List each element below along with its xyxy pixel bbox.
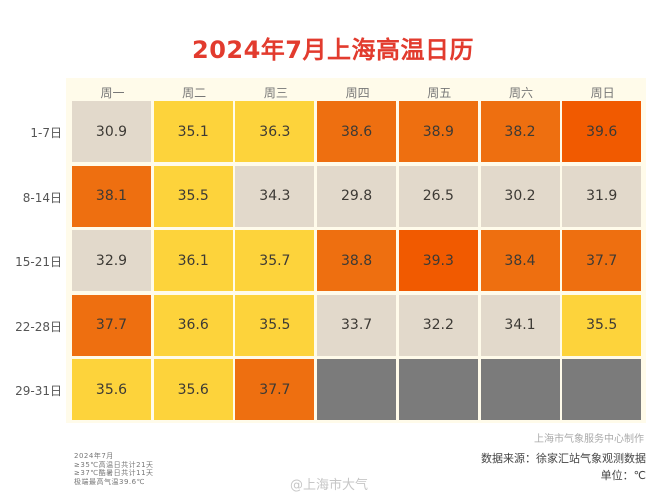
row-header: 8-14日 bbox=[22, 190, 62, 205]
column-header: 周三 bbox=[263, 86, 288, 100]
unit-label: 单位：℃ bbox=[600, 469, 646, 482]
credit: 上海市气象服务中心制作 bbox=[534, 434, 644, 445]
column-header: 周五 bbox=[427, 86, 452, 100]
temperature-cell: 34.1 bbox=[480, 294, 560, 356]
column-header: 周一 bbox=[100, 86, 125, 100]
temperature-cell: 31.9 bbox=[562, 165, 642, 227]
watermark: @上海市大气 bbox=[290, 478, 369, 493]
empty-cell bbox=[480, 359, 560, 420]
note-hot-days: ≥35℃高温日共计21天 bbox=[74, 460, 154, 469]
temperature-cell: 35.6 bbox=[72, 359, 151, 420]
temperature-cell: 32.9 bbox=[72, 230, 151, 291]
temperature-cell: 38.9 bbox=[398, 101, 478, 162]
temperature-cell: 33.7 bbox=[317, 294, 397, 356]
temperature-cell: 36.3 bbox=[235, 101, 315, 162]
temperature-cell: 37.7 bbox=[72, 294, 151, 356]
temperature-cell: 29.8 bbox=[317, 165, 397, 227]
column-header: 周六 bbox=[508, 86, 533, 100]
chart-title: 2024年7月上海高温日历 bbox=[192, 36, 474, 64]
empty-cell bbox=[562, 359, 642, 420]
empty-cell bbox=[317, 359, 397, 420]
temperature-cell: 37.7 bbox=[562, 230, 642, 291]
row-header: 29-31日 bbox=[15, 384, 62, 398]
column-header: 周四 bbox=[345, 86, 370, 100]
row-header: 22-28日 bbox=[15, 319, 62, 334]
row-header: 1-7日 bbox=[30, 126, 62, 140]
note-month: 2024年7月 bbox=[74, 452, 114, 460]
temperature-cell: 39.3 bbox=[398, 230, 478, 291]
temperature-cell: 38.6 bbox=[317, 101, 397, 162]
row-header: 15-21日 bbox=[15, 255, 62, 269]
column-header: 周二 bbox=[182, 86, 207, 100]
column-header: 周日 bbox=[590, 86, 615, 100]
temperature-cell: 30.9 bbox=[72, 101, 151, 162]
temperature-cell: 32.2 bbox=[398, 294, 478, 356]
temperature-cell: 38.8 bbox=[317, 230, 397, 291]
summary-notes: 2024年7月 ≥35℃高温日共计21天 ≥37℃酷暑日共计11天 极端最高气温… bbox=[74, 452, 154, 486]
note-very-hot-days: ≥37℃酷暑日共计11天 bbox=[74, 469, 154, 477]
temperature-cell: 34.3 bbox=[235, 165, 315, 227]
temperature-cell: 38.4 bbox=[480, 230, 560, 291]
temperature-cell: 37.7 bbox=[235, 359, 315, 420]
temperature-cell: 30.2 bbox=[480, 165, 560, 227]
temperature-cell: 35.5 bbox=[153, 165, 233, 227]
temperature-cell: 35.5 bbox=[562, 294, 642, 356]
temperature-cell: 35.7 bbox=[235, 230, 315, 291]
temperature-cell: 35.1 bbox=[153, 101, 233, 162]
temperature-cell: 39.6 bbox=[562, 101, 642, 162]
note-max-temp: 极端最高气温39.6℃ bbox=[74, 477, 145, 486]
temperature-cell: 35.5 bbox=[235, 294, 315, 356]
temperature-cell: 36.6 bbox=[153, 294, 233, 356]
temperature-cell: 38.1 bbox=[72, 165, 151, 227]
temperature-cell: 26.5 bbox=[398, 165, 478, 227]
temperature-cell: 38.2 bbox=[480, 101, 560, 162]
temperature-cell: 35.6 bbox=[153, 359, 233, 420]
data-source: 数据来源：徐家汇站气象观测数据 bbox=[481, 452, 646, 465]
empty-cell bbox=[398, 359, 478, 420]
temperature-cell: 36.1 bbox=[153, 230, 233, 291]
